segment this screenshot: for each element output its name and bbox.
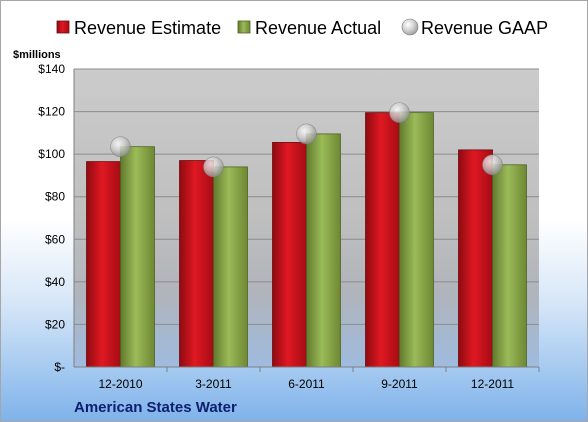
company-name: American States Water	[74, 399, 237, 416]
bar-revenue-actual	[306, 133, 341, 368]
y-tick-label: $100	[38, 147, 65, 161]
point-revenue-gaap	[203, 156, 224, 178]
bar-revenue-actual	[213, 166, 248, 368]
legend-swatch	[56, 20, 70, 34]
bar-revenue-estimate	[179, 160, 214, 368]
x-tick-label: 9-2011	[381, 377, 418, 391]
x-tick-label: 12-2011	[471, 377, 514, 391]
point-revenue-gaap	[389, 102, 410, 123]
y-tick-label: $-	[54, 360, 65, 374]
bar-revenue-estimate	[365, 112, 400, 368]
x-tick-label: 12-2010	[98, 377, 142, 391]
bar-revenue-estimate	[86, 161, 121, 368]
point-revenue-gaap	[482, 154, 503, 176]
x-tick-label: 3-2011	[195, 377, 232, 391]
y-tick-label: $20	[45, 317, 65, 331]
point-revenue-gaap	[110, 136, 131, 157]
y-tick-label: $80	[45, 190, 65, 204]
bar-revenue-estimate	[272, 142, 307, 368]
bar-revenue-actual	[399, 112, 434, 368]
legend-label: Revenue Estimate	[74, 18, 221, 38]
legend-swatch	[401, 18, 419, 36]
y-tick-label: $40	[45, 275, 65, 289]
point-revenue-gaap	[296, 123, 317, 145]
bar-revenue-actual	[492, 164, 527, 368]
y-unit-label: $millions	[13, 49, 61, 61]
bar-revenue-actual	[120, 146, 155, 368]
y-tick-label: $120	[38, 105, 65, 119]
y-tick-label: $140	[38, 62, 65, 76]
legend-label: Revenue Actual	[255, 18, 381, 38]
x-tick-label: 6-2011	[288, 377, 325, 391]
legend-label: Revenue GAAP	[421, 18, 548, 38]
y-tick-label: $60	[45, 232, 65, 246]
legend-swatch	[237, 20, 251, 34]
bar-revenue-estimate	[458, 149, 493, 368]
